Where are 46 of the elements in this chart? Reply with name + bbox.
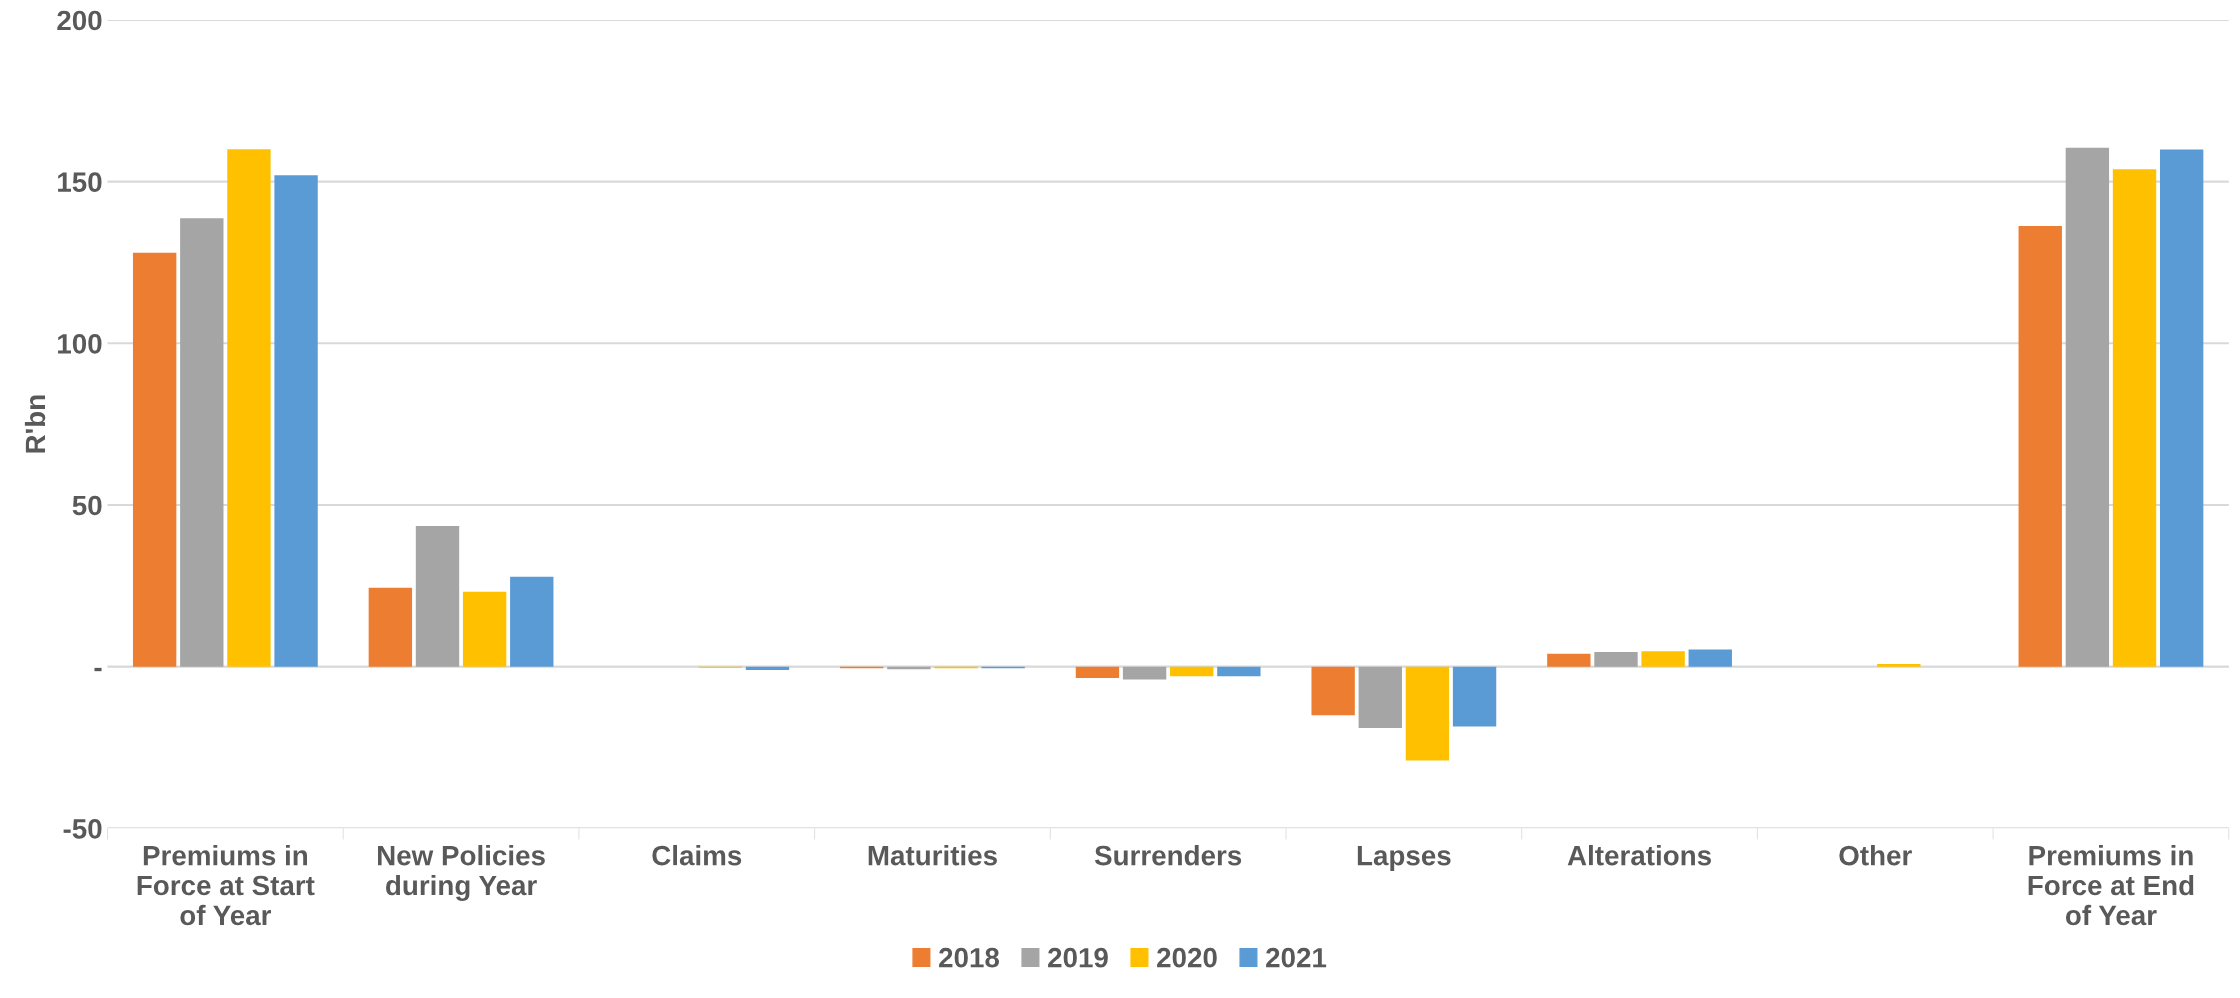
bar <box>1075 666 1120 678</box>
bar <box>1594 652 1638 667</box>
x-tick-label: Claims <box>652 845 742 866</box>
bar <box>1311 666 1355 716</box>
bar <box>1452 666 1497 727</box>
x-tick-label: Surrenders <box>1094 845 1242 866</box>
x-tick-label: Maturities <box>868 845 997 866</box>
y-tick-label: 200 <box>57 10 102 31</box>
y-tick-label: 150 <box>58 172 102 192</box>
bar <box>1217 666 1261 677</box>
bar <box>745 666 790 670</box>
legend-label: 2019 <box>1048 947 1108 968</box>
bar <box>1688 649 1732 667</box>
bar <box>132 252 177 667</box>
x-tick-label: Lapses <box>1357 846 1451 871</box>
bar <box>180 218 224 667</box>
bar <box>274 175 318 667</box>
bar <box>227 149 271 667</box>
x-tick-label: Alterations <box>1567 845 1711 866</box>
legend-label: 2021 <box>1266 947 1327 968</box>
y-tick-label: -50 <box>63 819 102 839</box>
bar <box>1547 653 1591 667</box>
bar <box>1877 664 1921 667</box>
x-tick-label: Other <box>1839 845 1912 866</box>
bar <box>1122 666 1167 680</box>
bar <box>368 587 413 667</box>
bar <box>462 591 507 667</box>
x-tick-label: New Policies during Year <box>378 845 545 901</box>
bar <box>415 526 460 667</box>
bar <box>2159 149 2204 667</box>
x-tick-label: Premiums in Force at End of Year <box>2028 845 2194 926</box>
bar <box>2112 169 2157 667</box>
y-tick-label: 50 <box>72 495 102 516</box>
y-tick-label: - <box>94 667 102 672</box>
legend-label: 2020 <box>1157 947 1217 968</box>
bar <box>510 576 554 667</box>
bar <box>2018 225 2062 667</box>
bar <box>1358 666 1402 729</box>
bar <box>2065 147 2110 667</box>
y-tick-label: 100 <box>58 333 102 354</box>
x-tick-label: Premiums in Force at Start of Year <box>137 845 315 926</box>
bar <box>1405 666 1450 761</box>
y-axis-title: R'bn <box>24 395 46 453</box>
bar <box>1170 666 1214 677</box>
legend-label: 2018 <box>939 947 1000 968</box>
bar <box>1641 651 1685 667</box>
